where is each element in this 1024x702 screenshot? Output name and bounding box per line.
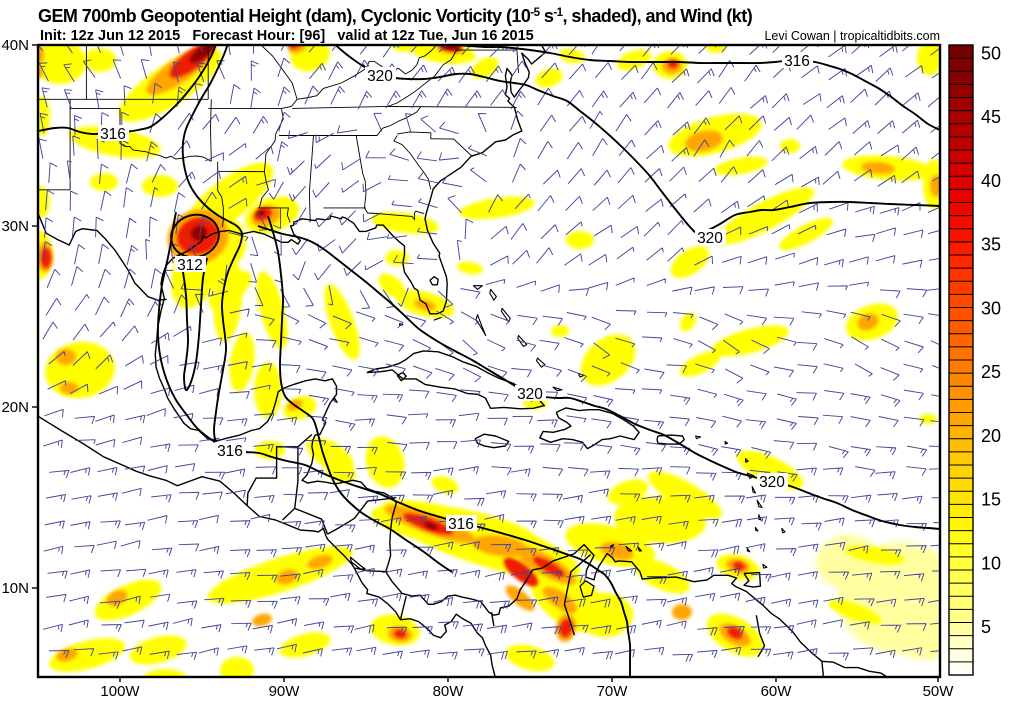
svg-text:50: 50 (981, 44, 1001, 64)
svg-text:Levi Cowan | tropicaltidbits.c: Levi Cowan | tropicaltidbits.com (764, 29, 940, 43)
svg-text:316: 316 (448, 516, 474, 533)
svg-text:316: 316 (100, 126, 126, 143)
svg-text:316: 316 (217, 443, 243, 460)
svg-text:25: 25 (981, 362, 1001, 382)
svg-text:15: 15 (981, 490, 1001, 510)
svg-text:40: 40 (981, 171, 1001, 191)
svg-text:GEM 700mb Geopotential Height: GEM 700mb Geopotential Height (dam), Cyc… (38, 6, 753, 26)
svg-text:30: 30 (981, 299, 1001, 319)
svg-text:100W: 100W (100, 683, 140, 700)
svg-text:80W: 80W (433, 683, 465, 700)
svg-text:70W: 70W (597, 683, 629, 700)
svg-text:Init: 12z Jun 12 2015 Foreca: Init: 12z Jun 12 2015 Forecast Hour: [96… (40, 28, 534, 44)
svg-text:312: 312 (177, 257, 203, 274)
svg-text:320: 320 (517, 386, 543, 403)
svg-text:320: 320 (367, 68, 393, 85)
svg-text:60W: 60W (761, 683, 793, 700)
svg-text:30N: 30N (1, 218, 29, 235)
svg-text:320: 320 (759, 474, 785, 491)
svg-text:5: 5 (981, 617, 991, 637)
svg-text:50W: 50W (923, 683, 955, 700)
svg-text:40N: 40N (1, 37, 29, 54)
svg-text:20N: 20N (1, 399, 29, 416)
svg-text:90W: 90W (269, 683, 301, 700)
svg-text:45: 45 (981, 107, 1001, 127)
svg-text:10: 10 (981, 554, 1001, 574)
svg-text:10N: 10N (1, 580, 29, 597)
svg-text:35: 35 (981, 235, 1001, 255)
svg-text:20: 20 (981, 426, 1001, 446)
svg-text:316: 316 (784, 53, 810, 70)
svg-text:320: 320 (697, 230, 723, 247)
